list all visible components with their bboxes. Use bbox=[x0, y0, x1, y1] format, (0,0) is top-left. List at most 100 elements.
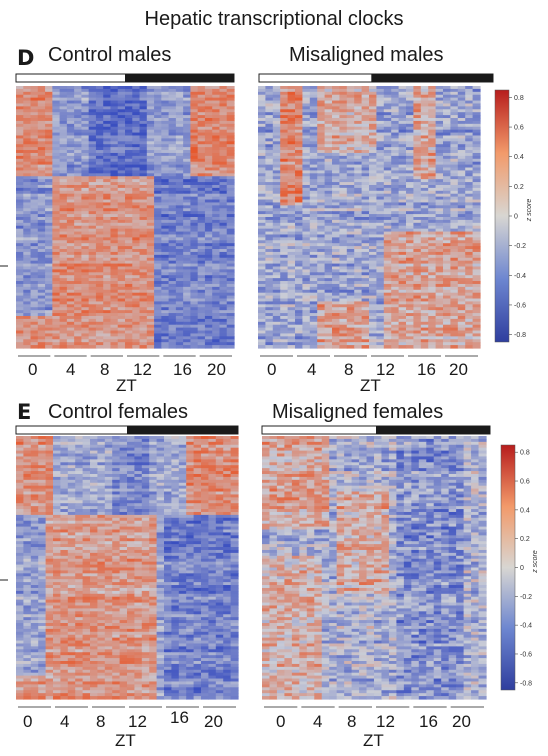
heatmap-cell bbox=[190, 164, 199, 169]
heatmap-cell bbox=[175, 292, 184, 297]
heatmap-cell bbox=[280, 272, 289, 276]
heatmap-cell bbox=[450, 295, 459, 300]
heatmap-cell bbox=[443, 214, 451, 218]
heatmap-cell bbox=[219, 281, 228, 285]
heatmap-cell bbox=[420, 266, 429, 270]
heatmap-cell bbox=[88, 123, 97, 128]
heatmap-cell bbox=[81, 278, 90, 282]
heatmap-cell bbox=[420, 187, 429, 192]
heatmap-cell bbox=[406, 254, 414, 259]
heatmap-cell bbox=[74, 315, 82, 320]
heatmap-cell bbox=[287, 269, 296, 273]
heatmap-cell bbox=[74, 138, 82, 142]
heatmap-cell bbox=[183, 158, 191, 163]
heatmap-cell bbox=[95, 144, 104, 148]
heatmap-cell bbox=[45, 342, 53, 346]
heatmap-cell bbox=[391, 254, 400, 259]
heatmap-cell bbox=[190, 208, 199, 212]
heatmap-cell bbox=[110, 324, 119, 329]
heatmap-cell bbox=[175, 123, 184, 128]
heatmap-cell bbox=[154, 327, 162, 332]
heatmap-cell bbox=[457, 257, 466, 262]
heatmap-cell bbox=[413, 91, 422, 96]
heatmap-cell bbox=[88, 97, 97, 102]
heatmap-cell bbox=[369, 100, 377, 105]
heatmap-cell bbox=[435, 211, 444, 215]
heatmap-cell bbox=[413, 205, 422, 209]
heatmap-cell bbox=[317, 301, 326, 305]
heatmap-cell bbox=[175, 211, 184, 215]
heatmap-cell bbox=[139, 112, 148, 116]
heatmap-cell bbox=[339, 187, 348, 192]
heatmap-cell bbox=[37, 97, 46, 102]
heatmap-cell bbox=[406, 281, 414, 285]
heatmap-cell bbox=[472, 225, 481, 230]
heatmap-cell bbox=[450, 184, 459, 189]
heatmap-cell bbox=[287, 115, 296, 119]
heatmap-cell bbox=[317, 269, 326, 273]
heatmap-cell bbox=[190, 228, 199, 233]
heatmap-cell bbox=[45, 249, 53, 253]
heatmap-cell bbox=[465, 289, 474, 294]
heatmap-cell bbox=[139, 176, 148, 180]
heatmap-cell bbox=[413, 173, 422, 177]
heatmap-cell bbox=[354, 123, 363, 128]
heatmap-cell bbox=[443, 94, 451, 99]
heatmap-cell bbox=[117, 150, 126, 154]
heatmap-cell bbox=[154, 263, 162, 268]
heatmap-cell bbox=[168, 155, 177, 160]
heatmap-cell bbox=[332, 94, 340, 99]
heatmap-cell bbox=[324, 97, 333, 102]
heatmap-cell bbox=[287, 246, 296, 250]
heatmap-cell bbox=[398, 118, 407, 122]
heatmap-cell bbox=[324, 257, 333, 262]
heatmap-cell bbox=[190, 272, 199, 276]
heatmap-cell bbox=[37, 208, 46, 212]
heatmap-cell bbox=[258, 150, 266, 154]
heatmap-cell bbox=[74, 86, 82, 90]
heatmap-cell bbox=[154, 243, 162, 247]
heatmap-cell bbox=[287, 182, 296, 186]
heatmap-cell bbox=[23, 295, 32, 300]
heatmap-cell bbox=[81, 237, 90, 241]
heatmap-cell bbox=[435, 196, 444, 201]
heatmap-cell bbox=[23, 120, 32, 125]
heatmap-cell bbox=[190, 199, 199, 204]
heatmap-cell bbox=[219, 106, 228, 110]
heatmap-cell bbox=[280, 278, 289, 282]
heatmap-cell bbox=[30, 94, 39, 99]
heatmap-cell bbox=[30, 327, 39, 332]
heatmap-cell bbox=[139, 152, 148, 157]
heatmap-cell bbox=[103, 327, 112, 332]
heatmap-cell bbox=[103, 225, 112, 230]
heatmap-cell bbox=[110, 94, 119, 99]
heatmap-cell bbox=[339, 196, 348, 201]
heatmap-cell bbox=[59, 318, 68, 323]
heatmap-cell bbox=[175, 298, 184, 303]
heatmap-cell bbox=[37, 115, 46, 119]
heatmap-cell bbox=[190, 155, 199, 160]
heatmap-cell bbox=[413, 150, 422, 154]
heatmap-cell bbox=[59, 167, 68, 172]
heatmap-cell bbox=[117, 115, 126, 119]
heatmap-cell bbox=[81, 275, 90, 279]
heatmap-cell bbox=[280, 158, 289, 163]
heatmap-cell bbox=[265, 219, 274, 224]
heatmap-cell bbox=[52, 187, 61, 192]
heatmap-cell bbox=[302, 260, 311, 265]
heatmap-cell bbox=[16, 263, 24, 268]
heatmap-cell bbox=[265, 147, 274, 151]
heatmap-cell bbox=[117, 100, 126, 105]
heatmap-cell bbox=[465, 228, 474, 233]
heatmap-cell bbox=[154, 144, 162, 148]
heatmap-cell bbox=[183, 167, 191, 172]
heatmap-cell bbox=[168, 231, 177, 236]
heatmap-cell bbox=[287, 211, 296, 215]
heatmap-cell bbox=[398, 144, 407, 148]
heatmap-cell bbox=[435, 179, 444, 183]
heatmap-cell bbox=[361, 251, 370, 256]
heatmap-cell bbox=[16, 129, 24, 134]
heatmap-cell bbox=[37, 112, 46, 116]
heatmap-cell bbox=[175, 225, 184, 230]
heatmap-cell bbox=[74, 278, 82, 282]
